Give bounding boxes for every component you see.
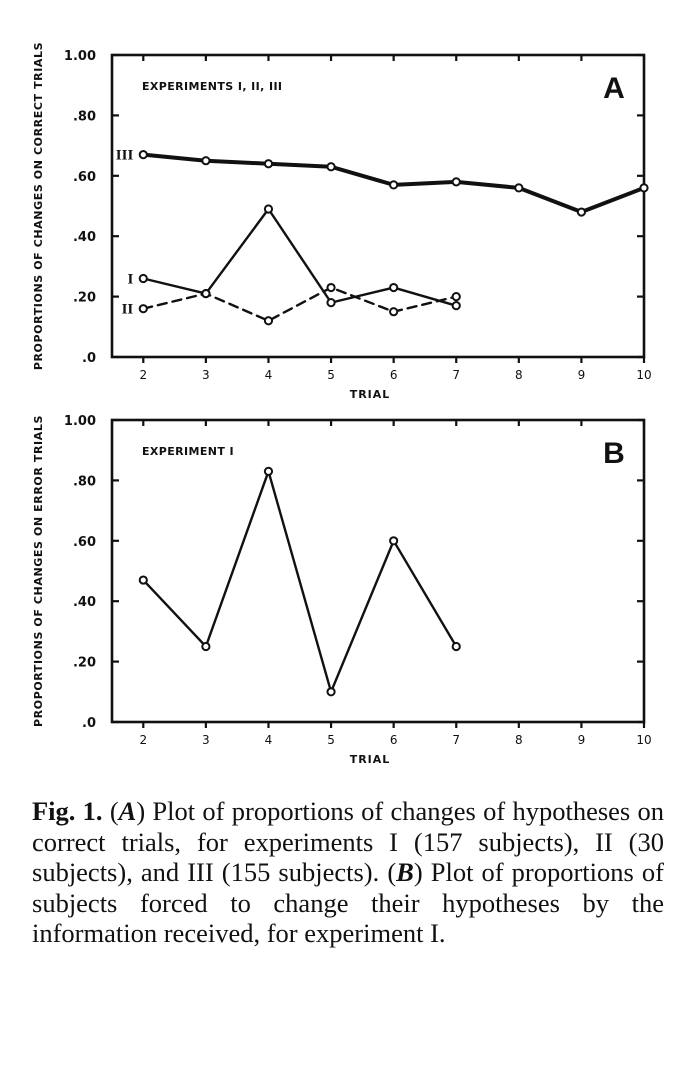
panel-a-series-iii-point: [639, 183, 649, 193]
panel-b-series-main-point: [451, 641, 461, 652]
caption-marker-b: B: [396, 857, 414, 887]
panel-b-x-tick-label: 10: [636, 733, 651, 747]
panel-b-x-tick-label: 4: [265, 733, 273, 747]
panel-b-y-tick-label: .40: [73, 595, 96, 610]
panel-a-series-iii-point: [514, 183, 524, 193]
panel-a-y-tick-label: .20: [73, 291, 96, 306]
panel-a-series-iii-point: [576, 207, 587, 217]
panel-b-y-tick-label: 1.00: [64, 414, 96, 429]
panel-a-series-iii-point: [201, 156, 211, 166]
panel-a-series-ii-label: II: [122, 302, 134, 318]
panel-a-series-iii-point: [451, 177, 461, 187]
panel-a-series-iii-point: [326, 162, 336, 172]
caption-fig-label: Fig. 1.: [32, 796, 103, 826]
panel-a-series-iii-point: [389, 180, 399, 190]
panel-a-y-tick-label: .0: [82, 351, 96, 366]
panel-a-letter: A: [603, 72, 625, 105]
panel-a-series-iii-label: III: [116, 148, 134, 164]
panel-a-series-i-label: I: [127, 271, 133, 287]
panel-a-series-i-point: [389, 282, 399, 293]
panel-b-x-tick-label: 3: [202, 733, 210, 747]
panel-a-x-tick-label: 6: [390, 368, 398, 382]
panel-b-x-axis-title: TRIAL: [350, 753, 391, 766]
panel-a-series-i-point: [451, 301, 461, 311]
panel-a-y-tick-label: 1.00: [64, 49, 96, 64]
panel-b-series-main-point: [389, 536, 399, 546]
caption-text-a: Plot of proportions of changes of hypoth…: [32, 796, 664, 887]
panel-a-y-tick-label: .40: [73, 230, 96, 245]
panel-a-x-tick-label: 8: [515, 368, 523, 382]
panel-b-x-tick-label: 9: [578, 733, 586, 747]
panel-a-y-axis-title: PROPORTIONS OF CHANGES ON CORRECT TRIALS: [32, 42, 45, 370]
panel-b-series-main-point: [138, 575, 148, 585]
panel-b-y-tick-label: .60: [73, 535, 96, 550]
panel-b-letter: B: [603, 437, 625, 470]
panel-a-x-tick-label: 3: [202, 368, 210, 382]
panel-a-series-ii-point: [263, 316, 274, 326]
caption-marker-a: A: [118, 796, 137, 826]
panel-b-x-tick-label: 5: [327, 733, 335, 747]
panel-a-x-tick-label: 7: [452, 368, 460, 382]
panel-a-x-tick-label: 5: [327, 368, 335, 382]
panel-b-series-main-line: [142, 470, 458, 693]
panel-a-series-iii-point: [138, 150, 148, 160]
panel-a-x-tick-label: 2: [139, 368, 147, 382]
panel-a-x-tick-label: 9: [578, 368, 586, 382]
panel-b-frame: [110, 418, 646, 724]
panel-a-y-tick-label: .60: [73, 170, 96, 185]
caption-text-b: Plot of proportions of subjects forced t…: [32, 857, 664, 948]
panel-b-experiment-label: EXPERIMENT I: [142, 445, 234, 458]
panel-a-series-ii-point: [138, 304, 148, 314]
panel-a-frame: [110, 53, 646, 359]
panel-b-x-tick-label: 8: [515, 733, 523, 747]
panel-a-series-i-point: [263, 204, 274, 214]
panel-a-series-ii-point: [326, 282, 336, 293]
panel-a-experiment-label: EXPERIMENTS I, II, III: [142, 80, 282, 93]
figure-caption: Fig. 1. (A) Plot of proportions of chang…: [32, 796, 664, 948]
panel-a-y-tick-label: .80: [73, 109, 96, 124]
panel-a-series-i-point: [326, 298, 336, 308]
panel-b-y-axis-title: PROPORTIONS OF CHANGES ON ERROR TRIALS: [32, 415, 45, 727]
panel-a-series-i-line: [142, 207, 458, 307]
panel-a-series-ii-point: [389, 307, 399, 317]
panel-b-y-tick-label: .80: [73, 474, 96, 489]
panel-b-series-main-point: [201, 641, 211, 652]
panel-b-x-tick-label: 7: [452, 733, 460, 747]
panel-b-series-main-point: [326, 687, 336, 697]
panel-a-series-i-point: [138, 273, 148, 284]
panel-a-series-ii-point: [451, 292, 461, 302]
panel-b-y-tick-label: .0: [82, 716, 96, 731]
panel-a-series-iii-point: [263, 159, 274, 169]
panel-b: .0 .20 .40 .60 .80 1.00 2 3 4 5 6 7 8 9 10 TRIAL PROP…: [32, 414, 652, 766]
panel-b-x-tick-label: 2: [139, 733, 147, 747]
panel-b-series-main-point: [263, 466, 274, 476]
panel-a-series-ii-point: [201, 288, 211, 299]
panel-a-series-ii-line: [142, 286, 458, 322]
panel-a-x-axis-title: TRIAL: [350, 388, 391, 401]
panel-a-x-tick-label: 4: [265, 368, 273, 382]
panel-b-y-tick-label: .20: [73, 656, 96, 671]
panel-b-x-tick-label: 6: [390, 733, 398, 747]
panel-a-x-tick-label: 10: [636, 368, 651, 382]
